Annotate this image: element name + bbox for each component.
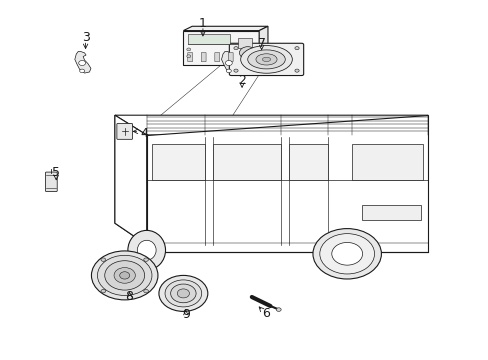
Circle shape	[294, 69, 299, 72]
FancyBboxPatch shape	[188, 34, 229, 44]
Circle shape	[159, 275, 207, 311]
Circle shape	[79, 60, 85, 66]
Circle shape	[319, 234, 374, 274]
Circle shape	[80, 69, 84, 73]
FancyBboxPatch shape	[117, 123, 132, 139]
Ellipse shape	[127, 230, 165, 270]
Polygon shape	[288, 144, 327, 180]
Circle shape	[233, 69, 238, 72]
Text: 2: 2	[238, 75, 245, 87]
Circle shape	[186, 55, 190, 58]
Polygon shape	[361, 205, 420, 220]
Ellipse shape	[247, 50, 285, 69]
Polygon shape	[351, 144, 422, 180]
FancyBboxPatch shape	[183, 31, 259, 65]
Text: 4: 4	[140, 127, 148, 140]
Ellipse shape	[240, 46, 292, 73]
Circle shape	[312, 229, 381, 279]
Polygon shape	[221, 51, 237, 73]
Ellipse shape	[255, 54, 277, 65]
Polygon shape	[146, 115, 427, 252]
Circle shape	[276, 308, 281, 311]
Circle shape	[186, 48, 190, 51]
Circle shape	[114, 267, 135, 283]
Circle shape	[101, 258, 105, 261]
Circle shape	[143, 289, 148, 293]
FancyBboxPatch shape	[45, 172, 57, 192]
Circle shape	[226, 69, 231, 73]
FancyBboxPatch shape	[214, 53, 219, 62]
Circle shape	[239, 47, 256, 59]
Polygon shape	[183, 26, 267, 31]
Polygon shape	[212, 144, 281, 180]
Ellipse shape	[137, 240, 156, 260]
Circle shape	[91, 251, 158, 300]
FancyBboxPatch shape	[228, 53, 233, 62]
Circle shape	[101, 289, 105, 293]
Circle shape	[294, 46, 299, 50]
Circle shape	[164, 280, 201, 307]
Polygon shape	[115, 115, 146, 245]
Circle shape	[331, 243, 362, 265]
Ellipse shape	[262, 57, 270, 62]
Text: 9: 9	[182, 309, 189, 321]
Text: 5: 5	[52, 166, 60, 179]
FancyBboxPatch shape	[201, 53, 205, 62]
Polygon shape	[259, 26, 267, 65]
Circle shape	[233, 46, 238, 50]
Circle shape	[104, 261, 144, 290]
Circle shape	[97, 255, 152, 296]
Polygon shape	[151, 144, 205, 180]
Circle shape	[225, 60, 232, 66]
Circle shape	[177, 289, 189, 298]
FancyBboxPatch shape	[238, 38, 251, 48]
Circle shape	[120, 272, 129, 279]
FancyBboxPatch shape	[187, 53, 192, 62]
Text: 3: 3	[81, 31, 89, 44]
Polygon shape	[75, 51, 91, 73]
Circle shape	[170, 284, 196, 303]
Polygon shape	[115, 115, 427, 135]
Text: 8: 8	[125, 291, 133, 303]
Text: 6: 6	[262, 307, 270, 320]
Text: 1: 1	[199, 17, 206, 30]
FancyBboxPatch shape	[229, 43, 303, 76]
Text: 7: 7	[257, 37, 265, 50]
Polygon shape	[115, 115, 146, 245]
Circle shape	[143, 258, 148, 261]
